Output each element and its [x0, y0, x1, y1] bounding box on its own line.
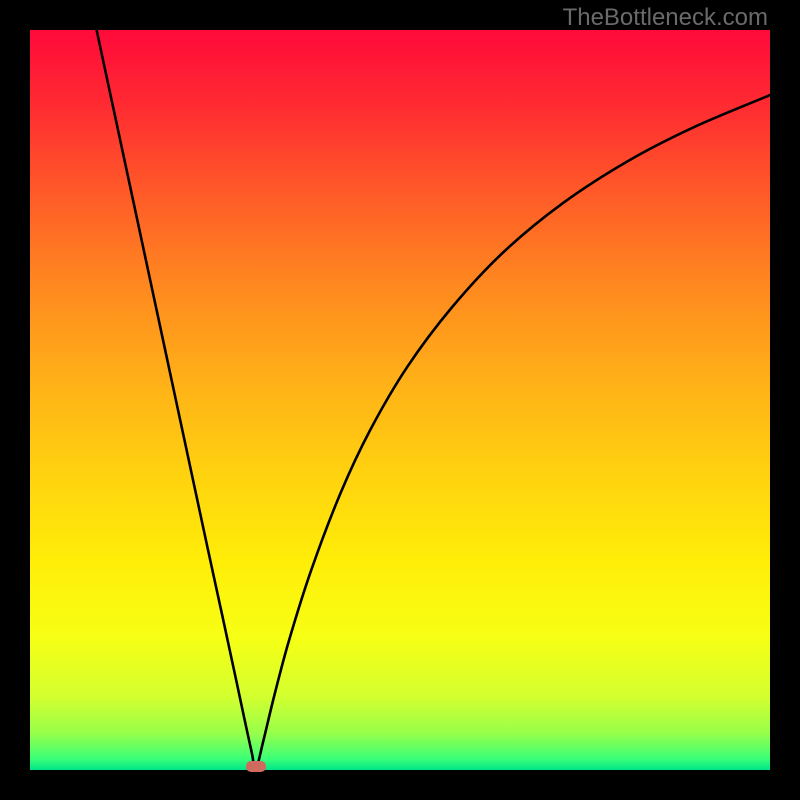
plot-area	[30, 30, 770, 770]
optimal-point-marker	[246, 761, 266, 772]
watermark-text: TheBottleneck.com	[563, 4, 768, 32]
bottleneck-curve	[30, 30, 770, 770]
